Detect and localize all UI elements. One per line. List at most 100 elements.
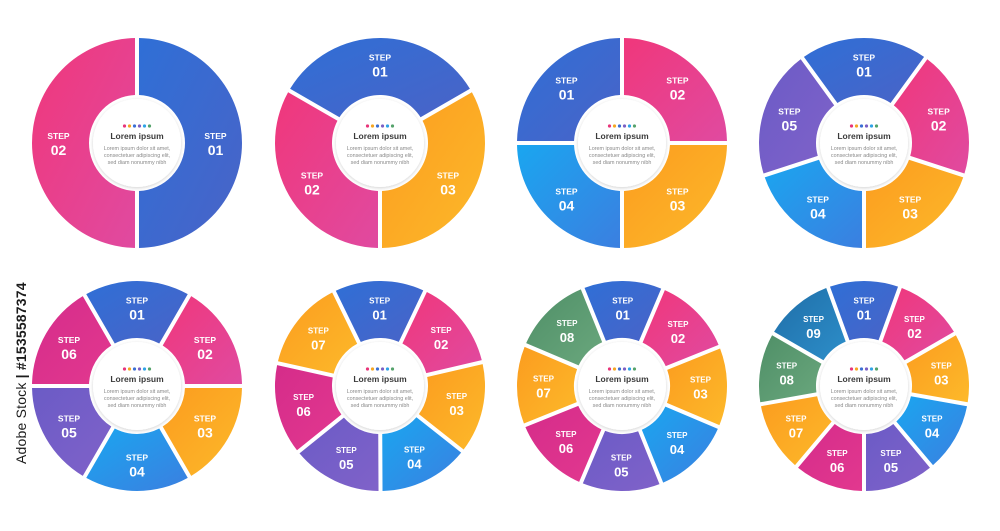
stock-number: #1535587374 [13,282,29,371]
step-label: STEP [194,335,217,345]
step-label: STEP [556,430,578,439]
step-number-04: 04 [925,425,940,440]
step-segment-08 [526,289,603,366]
center-title: Lorem ipsum [110,374,164,384]
step-number-04: 04 [559,198,575,214]
center-body-line: sed diam nonummy nibh [108,403,167,409]
step-label: STEP [126,296,149,306]
center-dot [380,124,385,128]
center-body-line: Lorem ipsum dolor sit amet, [589,146,656,152]
center-body-line: consectetuer adipiscing elit, [831,396,898,402]
center-circle [578,99,666,187]
step-segment-05 [865,424,930,491]
step-label: STEP [204,131,227,141]
step-number-01: 01 [559,86,575,102]
center-dot [390,367,395,371]
step-label: STEP [904,315,926,324]
step-number-04: 04 [407,457,422,472]
step-label: STEP [58,413,81,423]
step-number-03: 03 [693,387,707,402]
center-title: Lorem ipsum [837,131,891,141]
step-segment-06 [32,296,112,385]
step-number-05: 05 [61,424,77,440]
center-title: Lorem ipsum [595,374,649,384]
step-label: STEP [690,376,712,385]
step-number-02: 02 [51,142,67,158]
center-dot [147,124,152,128]
center-dot [849,124,854,128]
center-body-line: consectetuer adipiscing elit, [589,396,656,402]
step-segment-01 [138,38,243,248]
center-body-line: sed diam nonummy nibh [351,160,410,166]
step-label: STEP [369,53,392,63]
center-body-line: Lorem ipsum dolor sit amet, [589,389,656,395]
step-label: STEP [611,453,633,462]
center-dot [864,124,869,128]
step-label: STEP [194,413,217,423]
step-number-03: 03 [902,206,918,222]
step-segment-02 [162,296,242,385]
step-segment-01 [335,281,424,343]
center-dot [147,367,152,371]
center-body-line: sed diam nonummy nibh [108,160,167,166]
center-dot [607,124,612,128]
step-label: STEP [827,449,849,458]
center-dot [632,367,637,371]
center-dot [612,124,617,128]
center-circle [93,99,181,187]
step-number-01: 01 [208,142,224,158]
cycle-diagram-7-steps: STEP 01 STEP 02 STEP 03 STEP 04 STEP 05 STEP 06 STEP… [275,281,485,491]
stock-id-label: Adobe Stock | #1535587374 [12,282,30,464]
step-number-03: 03 [670,198,686,214]
center-dot [142,124,147,128]
step-segment-02 [274,92,379,248]
step-segment-01 [517,38,621,142]
step-segment-02 [623,38,727,142]
center-dot [622,367,627,371]
center-dot [622,124,627,128]
step-number-02: 02 [931,118,947,134]
step-segment-05 [32,387,112,476]
step-label: STEP [612,297,634,306]
step-label: STEP [533,374,555,383]
center-body-line: consectetuer adipiscing elit, [347,153,414,159]
center-dot [874,124,879,128]
step-label: STEP [776,361,798,370]
step-label: STEP [308,326,330,335]
center-dot [385,367,390,371]
center-dot [617,124,622,128]
step-label: STEP [58,335,81,345]
step-label: STEP [668,320,690,329]
step-segment-01 [803,38,925,104]
center-dot [132,124,137,128]
center-dot [874,367,879,371]
step-segment-04 [382,417,462,491]
center-title: Lorem ipsum [110,131,164,141]
step-segment-06 [525,405,602,482]
step-label: STEP [431,326,453,335]
center-title: Lorem ipsum [353,374,407,384]
center-circle [578,342,666,430]
step-number-01: 01 [856,64,872,80]
center-dot [617,367,622,371]
step-number-03: 03 [934,372,948,387]
step-segment-01 [829,281,899,341]
step-number-01: 01 [129,307,145,323]
center-dot [869,367,874,371]
step-label: STEP [786,414,808,423]
center-dot [375,367,380,371]
step-segment-02 [402,292,482,374]
step-segment-04 [896,396,968,466]
step-number-08: 08 [560,330,574,345]
center-dot [390,124,395,128]
center-dot [869,124,874,128]
center-body-line: sed diam nonummy nibh [835,403,894,409]
cycle-diagram-9-steps: STEP 01 STEP 02 STEP 03 STEP 04 STEP 05 STEP 06 STEP… [759,281,969,491]
step-label: STEP [555,75,578,85]
center-dot [365,367,370,371]
center-body-line: consectetuer adipiscing elit, [589,153,656,159]
center-dot [370,124,375,128]
center-dot [849,367,854,371]
